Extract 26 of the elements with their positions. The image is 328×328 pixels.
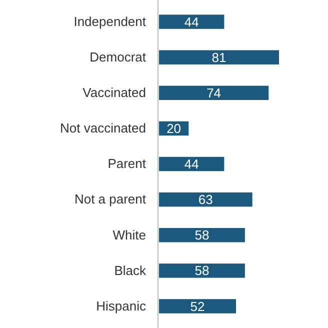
y-tick-label: Not vaccinated: [60, 120, 146, 136]
bar: [159, 50, 279, 64]
data-label: 58: [194, 263, 210, 278]
bar: [159, 156, 224, 172]
bar: [159, 192, 252, 207]
bar: [159, 299, 236, 314]
data-label: 74: [206, 85, 222, 100]
y-tick-label: Not a parent: [74, 192, 146, 207]
data-label: 63: [198, 192, 213, 208]
data-label: 44: [184, 14, 199, 30]
bar: [159, 264, 245, 278]
bar: [159, 86, 269, 100]
y-tick-label: White: [112, 227, 146, 242]
data-label: 52: [190, 298, 205, 314]
bar: [159, 14, 224, 29]
data-label: 44: [184, 156, 199, 172]
y-tick-label: Black: [114, 262, 146, 278]
y-tick-label: Vaccinated: [82, 85, 146, 100]
bar: [159, 228, 245, 242]
y-tick-label: Hispanic: [96, 298, 146, 314]
data-label: 20: [166, 120, 182, 136]
y-tick-label: Parent: [108, 156, 146, 172]
data-label: 81: [212, 50, 226, 65]
y-tick-label: Independent: [74, 14, 146, 29]
y-tick-label: Democrat: [90, 49, 146, 64]
data-label: 58: [194, 228, 210, 243]
